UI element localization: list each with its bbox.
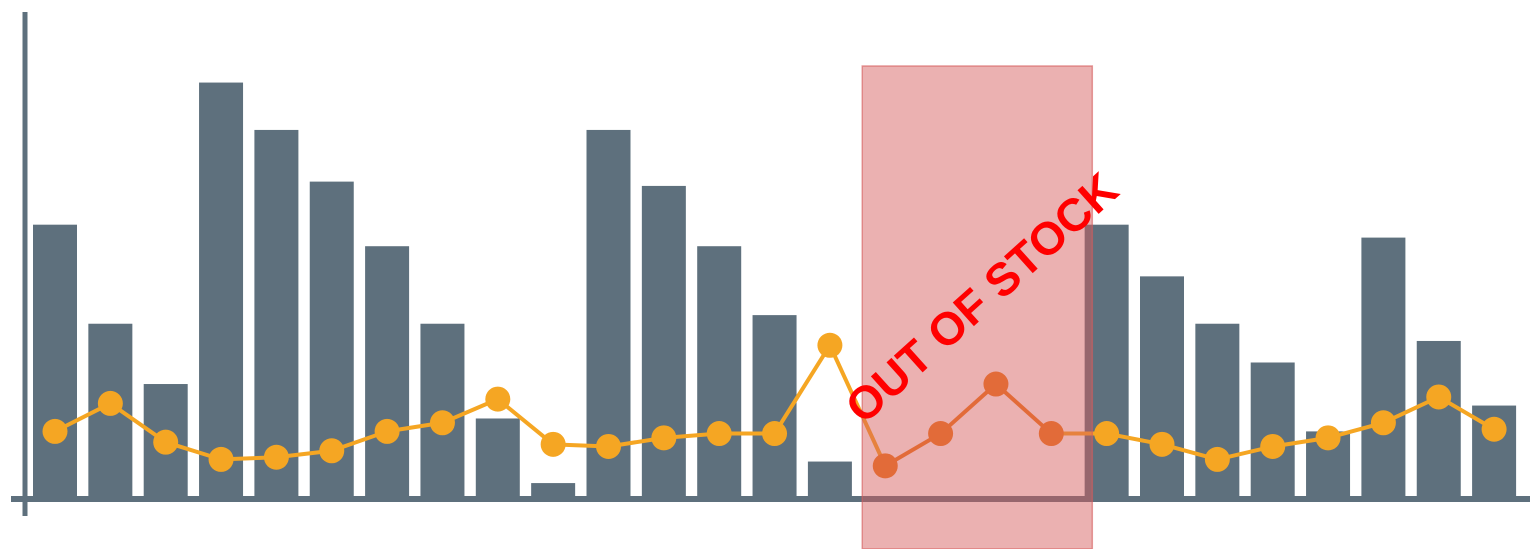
- line-point-19: [1038, 421, 1064, 447]
- line-point-24: [1315, 425, 1341, 451]
- bar-4: [199, 82, 244, 496]
- line-point-14: [762, 421, 788, 447]
- bar-8: [420, 323, 465, 496]
- line-point-20: [1094, 421, 1120, 447]
- line-layer: [42, 332, 1507, 479]
- line-point-23: [1260, 433, 1286, 459]
- line-point-11: [596, 433, 621, 459]
- bar-14: [752, 315, 797, 496]
- line-point-17: [928, 421, 954, 447]
- line-point-6: [319, 438, 345, 464]
- bar-25: [1361, 237, 1406, 496]
- line-point-21: [1149, 431, 1175, 457]
- line-point-2: [97, 390, 123, 416]
- bar-15: [807, 461, 852, 496]
- line-point-4: [208, 446, 234, 472]
- out-of-stock-band: [861, 65, 1094, 549]
- line-point-27: [1481, 416, 1507, 442]
- bar-10: [531, 483, 576, 496]
- line-point-8: [429, 410, 455, 436]
- line-point-7: [374, 418, 400, 444]
- bar-13: [697, 246, 742, 496]
- line-segment: [827, 343, 888, 468]
- bar-1: [33, 224, 77, 496]
- line-point-1: [42, 418, 68, 444]
- line-point-26: [1426, 384, 1452, 410]
- axes-layer: [11, 12, 1530, 516]
- line-point-18: [983, 371, 1009, 397]
- line-segment: [772, 343, 832, 436]
- line-point-15: [817, 332, 843, 358]
- bar-9: [475, 418, 520, 496]
- bar-5: [254, 129, 299, 496]
- line-point-22: [1204, 446, 1230, 472]
- bar-23: [1250, 362, 1295, 496]
- line-point-9: [485, 386, 511, 412]
- line-point-10: [540, 431, 566, 457]
- bars-layer: [33, 82, 1517, 497]
- bar-21: [1140, 276, 1184, 496]
- line-point-16: [872, 453, 898, 479]
- bar-7: [365, 246, 410, 496]
- bar-26: [1416, 340, 1461, 496]
- line-point-12: [651, 425, 677, 451]
- line-point-13: [706, 421, 732, 447]
- line-point-3: [153, 429, 179, 455]
- line-point-5: [263, 444, 289, 470]
- line-point-25: [1370, 410, 1396, 436]
